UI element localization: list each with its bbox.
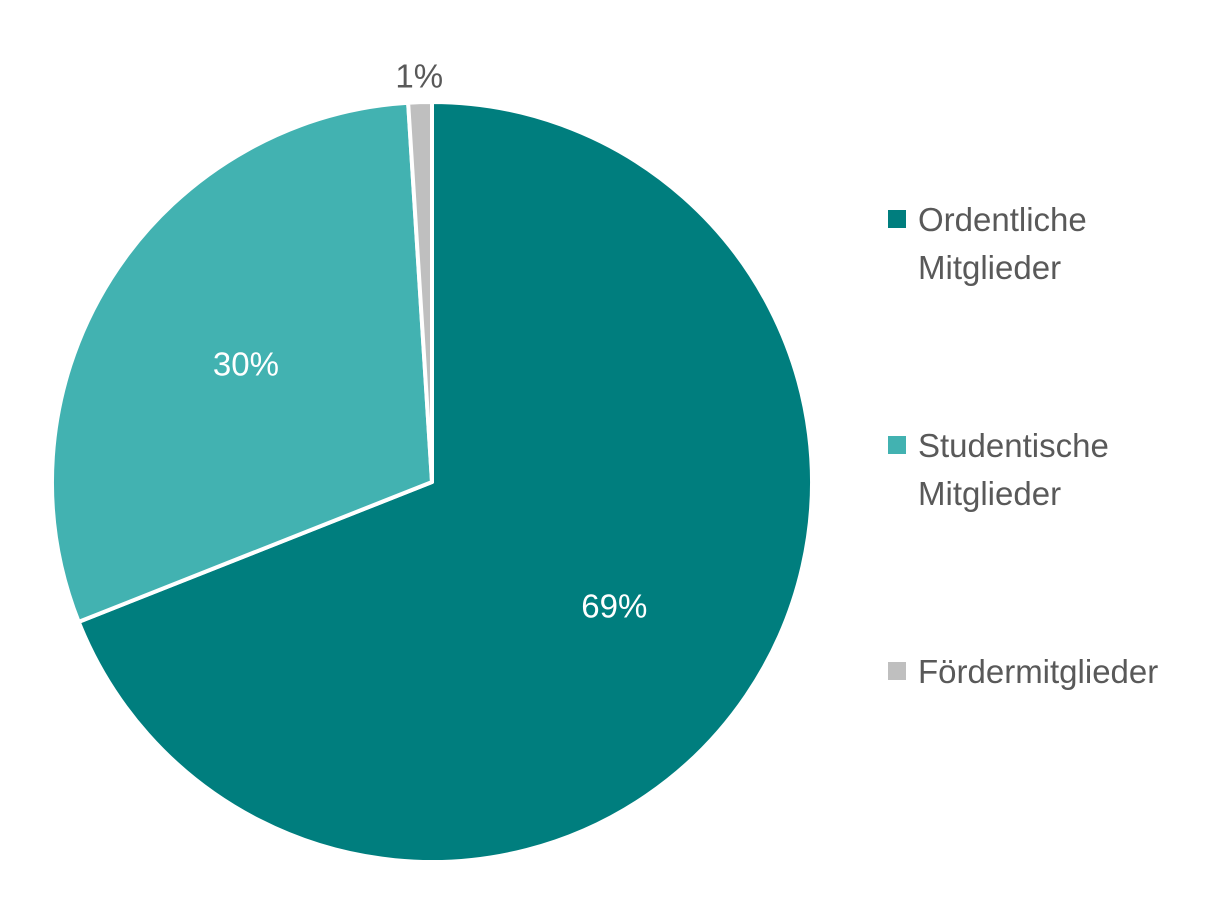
pie-data-label: 69%: [581, 587, 647, 624]
legend-label: Studentische Mitglieder: [918, 427, 1109, 512]
legend-item-studentische: Studentische Mitglieder: [888, 422, 1208, 518]
legend-swatch: [888, 662, 906, 680]
legend-swatch: [888, 436, 906, 454]
pie-data-label: 1%: [395, 58, 443, 95]
legend-swatch: [888, 210, 906, 228]
legend-item-foerder: Fördermitglieder: [888, 648, 1208, 696]
legend-label: Ordentliche Mitglieder: [918, 201, 1087, 286]
legend-item-ordentliche: Ordentliche Mitglieder: [888, 196, 1208, 292]
pie-slice: [76, 100, 814, 864]
pie-data-label: 30%: [213, 345, 279, 382]
pie-slice: [50, 100, 434, 624]
legend-label: Fördermitglieder: [918, 653, 1159, 690]
pie-slice: [406, 100, 434, 484]
pie-slices: [50, 100, 814, 864]
pie-data-labels: 69% 30% 1%: [213, 58, 647, 625]
